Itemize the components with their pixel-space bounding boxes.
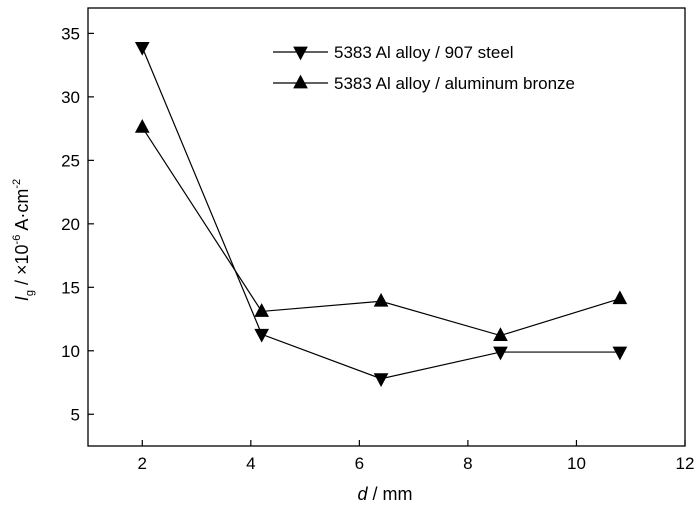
- y-tick-label: 35: [61, 24, 80, 43]
- axes: 2 4 6 8 10 12 5 10 15 20 25 30 35: [61, 7, 695, 473]
- legend-entry: 5383 Al alloy / aluminum bronze: [273, 74, 575, 93]
- legend: 5383 Al alloy / 907 steel 5383 Al alloy /…: [273, 43, 575, 93]
- x-tick-label: 2: [138, 454, 147, 473]
- data-point: [493, 346, 508, 361]
- plot-frame: [87, 7, 686, 447]
- series-1: [134, 41, 628, 388]
- legend-label: 5383 Al alloy / 907 steel: [334, 43, 514, 62]
- legend-marker: [293, 74, 308, 89]
- series-layer: [134, 41, 628, 388]
- x-tick-label: 12: [676, 454, 695, 473]
- data-point: [612, 346, 628, 361]
- legend-entry: 5383 Al alloy / 907 steel: [273, 43, 514, 62]
- series-2: [134, 119, 628, 341]
- y-tick-label: 5: [71, 405, 80, 424]
- y-tick-label: 20: [61, 215, 80, 234]
- data-point: [373, 373, 389, 388]
- y-tick-label: 10: [61, 342, 80, 361]
- y-tick-label: 30: [61, 88, 80, 107]
- x-axis-title: d / mm: [357, 484, 412, 504]
- y-tick-label: 15: [61, 278, 80, 297]
- legend-marker: [293, 46, 308, 61]
- y-axis-title: Ig / ×10-6 A·cm-2: [11, 179, 36, 301]
- data-point: [493, 327, 508, 341]
- x-tick-label: 8: [463, 454, 472, 473]
- data-point: [612, 290, 628, 305]
- data-point: [134, 119, 150, 133]
- series-line: [141, 47, 620, 380]
- x-tick-label: 4: [246, 454, 255, 473]
- data-point: [254, 303, 270, 317]
- x-tick-label: 10: [567, 454, 586, 473]
- data-point: [373, 292, 389, 307]
- legend-label: 5383 Al alloy / aluminum bronze: [334, 74, 575, 93]
- y-tick-label: 25: [61, 151, 80, 170]
- x-tick-label: 6: [355, 454, 364, 473]
- data-point: [254, 328, 270, 343]
- data-point: [134, 41, 150, 56]
